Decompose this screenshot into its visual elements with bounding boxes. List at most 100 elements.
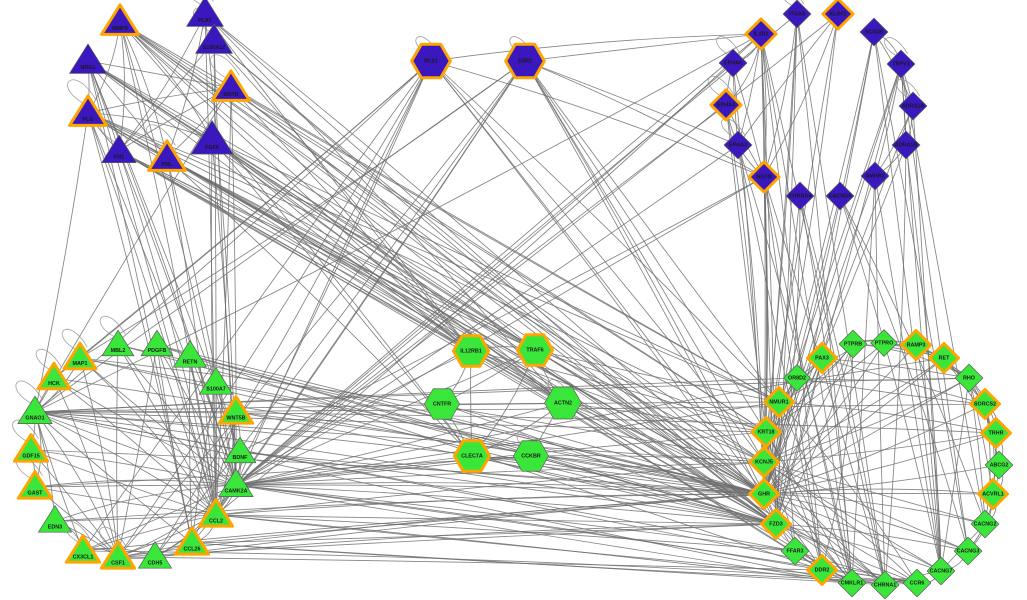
graph-node[interactable] [763,386,795,418]
graph-node[interactable] [870,570,900,600]
graph-node[interactable] [62,341,98,371]
node-triangle-shape[interactable] [69,43,107,74]
graph-node[interactable] [825,181,855,211]
graph-node[interactable] [748,478,780,510]
graph-node[interactable] [723,130,753,160]
graph-node[interactable] [173,526,211,556]
graph-node[interactable] [515,333,555,367]
node-triangle-shape[interactable] [173,340,207,368]
graph-node[interactable] [101,329,135,357]
graph-node[interactable] [451,334,491,368]
graph-node[interactable] [190,120,234,155]
node-diamond-shape[interactable] [970,509,1000,539]
node-diamond-shape[interactable] [747,160,781,194]
node-diamond-shape[interactable] [782,0,812,29]
node-diamond-shape[interactable] [870,570,900,600]
graph-node[interactable] [953,536,983,566]
graph-node[interactable] [969,388,1001,420]
node-diamond-shape[interactable] [980,417,1012,449]
graph-node[interactable] [870,329,898,357]
node-diamond-shape[interactable] [763,386,795,418]
node-diamond-shape[interactable] [898,91,928,121]
node-diamond-shape[interactable] [806,342,838,374]
graph-node[interactable] [99,540,137,570]
node-diamond-shape[interactable] [860,161,890,191]
graph-node[interactable] [504,42,546,80]
graph-node[interactable] [12,433,50,463]
graph-node[interactable] [900,329,932,361]
graph-node[interactable] [984,450,1014,480]
node-hexagon-shape[interactable] [544,386,582,420]
graph-node[interactable] [837,568,867,598]
node-diamond-shape[interactable] [886,49,916,79]
graph-node[interactable] [780,536,810,566]
node-diamond-shape[interactable] [709,88,743,122]
node-triangle-shape[interactable] [138,541,172,569]
graph-node[interactable] [709,88,743,122]
node-layer[interactable] [12,0,1014,600]
node-triangle-shape[interactable] [100,3,140,36]
graph-node[interactable] [100,3,140,36]
graph-node[interactable] [970,509,1000,539]
graph-node[interactable] [898,91,928,121]
graph-node[interactable] [760,508,792,540]
node-diamond-shape[interactable] [891,130,921,160]
node-triangle-shape[interactable] [64,534,102,564]
graph-node[interactable] [424,388,460,420]
node-diamond-shape[interactable] [953,536,983,566]
graph-node[interactable] [544,386,582,420]
node-diamond-shape[interactable] [780,536,810,566]
graph-node[interactable] [64,534,102,564]
node-triangle-shape[interactable] [17,395,53,424]
graph-node[interactable] [147,139,187,172]
graph-node[interactable] [513,440,549,472]
node-diamond-shape[interactable] [825,181,855,211]
node-triangle-shape[interactable] [147,139,187,172]
node-diamond-shape[interactable] [900,329,932,361]
graph-node[interactable] [211,69,251,102]
node-hexagon-shape[interactable] [410,42,452,80]
node-diamond-shape[interactable] [821,0,855,31]
graph-node[interactable] [195,23,233,54]
node-diamond-shape[interactable] [977,478,1009,510]
graph-node[interactable] [718,48,748,78]
node-hexagon-shape[interactable] [451,334,491,368]
node-triangle-shape[interactable] [190,120,234,155]
node-diamond-shape[interactable] [748,446,780,478]
node-triangle-shape[interactable] [62,341,98,371]
graph-node[interactable] [785,181,815,211]
node-hexagon-shape[interactable] [424,388,460,420]
graph-node[interactable] [16,470,54,500]
node-diamond-shape[interactable] [783,364,811,392]
node-triangle-shape[interactable] [223,436,257,464]
node-triangle-shape[interactable] [36,361,72,391]
graph-node[interactable] [977,478,1009,510]
node-triangle-shape[interactable] [195,23,233,54]
graph-node[interactable] [199,367,233,395]
node-triangle-shape[interactable] [218,468,254,497]
graph-node[interactable] [173,340,207,368]
graph-node[interactable] [68,94,108,127]
node-diamond-shape[interactable] [750,416,782,448]
node-diamond-shape[interactable] [837,568,867,598]
node-diamond-shape[interactable] [984,450,1014,480]
node-diamond-shape[interactable] [806,554,838,586]
node-diamond-shape[interactable] [723,130,753,160]
graph-node[interactable] [140,329,174,357]
node-diamond-shape[interactable] [838,329,868,359]
graph-node[interactable] [859,17,889,47]
graph-node[interactable] [747,160,781,194]
node-triangle-shape[interactable] [16,470,54,500]
graph-node[interactable] [806,342,838,374]
node-triangle-shape[interactable] [186,0,224,27]
node-triangle-shape[interactable] [211,69,251,102]
graph-node[interactable] [101,134,137,163]
graph-node[interactable] [783,364,811,392]
graph-node[interactable] [138,541,172,569]
graph-node[interactable] [748,446,780,478]
graph-node[interactable] [218,468,254,497]
node-diamond-shape[interactable] [718,48,748,78]
node-hexagon-shape[interactable] [513,440,549,472]
node-triangle-shape[interactable] [197,498,235,528]
